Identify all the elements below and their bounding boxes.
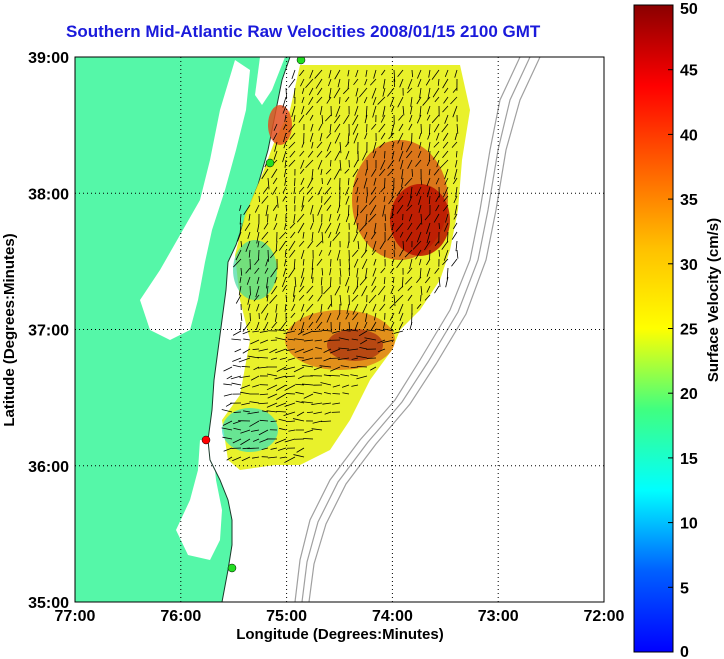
colorbar-tick-label: 15 [680, 451, 698, 468]
x-tick-label: 73:00 [478, 608, 519, 625]
graticule [75, 57, 604, 602]
x-axis-label: Longitude (Degrees:Minutes) [236, 626, 444, 643]
colorbar-tick-label: 10 [680, 516, 698, 533]
colorbar-tick-label: 35 [680, 192, 698, 209]
x-tick-label: 77:00 [55, 608, 96, 625]
y-tick-label: 38:00 [28, 186, 69, 203]
x-tick-label: 72:00 [584, 608, 625, 625]
colorbar-tick-label: 20 [680, 386, 698, 403]
colorbar-tick-label: 30 [680, 257, 698, 274]
axes-frame [74, 56, 605, 603]
velocity-field [221, 65, 470, 470]
y-tick-label: 35:00 [28, 595, 69, 612]
bay-water [140, 60, 250, 340]
station-marker [201, 435, 211, 445]
x-axis-ticks: 77:00 76:00 75:00 74:00 73:00 72:00 [55, 608, 625, 625]
map-title: Southern Mid-Atlantic Raw Velocities 200… [66, 22, 541, 41]
colorbar-tick-label: 50 [680, 1, 698, 18]
colorbar [633, 4, 674, 653]
coastline [207, 57, 291, 602]
colorbar-ticks: 0 5 10 15 20 25 30 35 40 45 50 [668, 1, 698, 659]
colorbar-tick-label: 40 [680, 127, 698, 144]
x-tick-label: 74:00 [372, 608, 413, 625]
station-marker [265, 158, 275, 168]
colorbar-tick-label: 25 [680, 322, 698, 339]
y-axis-ticks: 39:00 38:00 37:00 36:00 35:00 [28, 50, 69, 612]
x-tick-label: 75:00 [266, 608, 307, 625]
y-tick-label: 36:00 [28, 459, 69, 476]
x-tick-label: 76:00 [160, 608, 201, 625]
y-tick-label: 37:00 [28, 323, 69, 340]
y-axis-label: Latitude (Degrees:Minutes) [1, 233, 18, 426]
y-tick-label: 39:00 [28, 50, 69, 67]
delaware-bay-water [255, 57, 285, 105]
colorbar-tick-label: 0 [680, 644, 689, 659]
station-marker [227, 563, 237, 573]
colorbar-tick-label: 45 [680, 63, 698, 80]
station-marker [296, 57, 306, 65]
sound-water [176, 440, 222, 560]
colorbar-label: Surface Velocity (cm/s) [705, 218, 722, 382]
colorbar-tick-label: 5 [680, 580, 689, 597]
